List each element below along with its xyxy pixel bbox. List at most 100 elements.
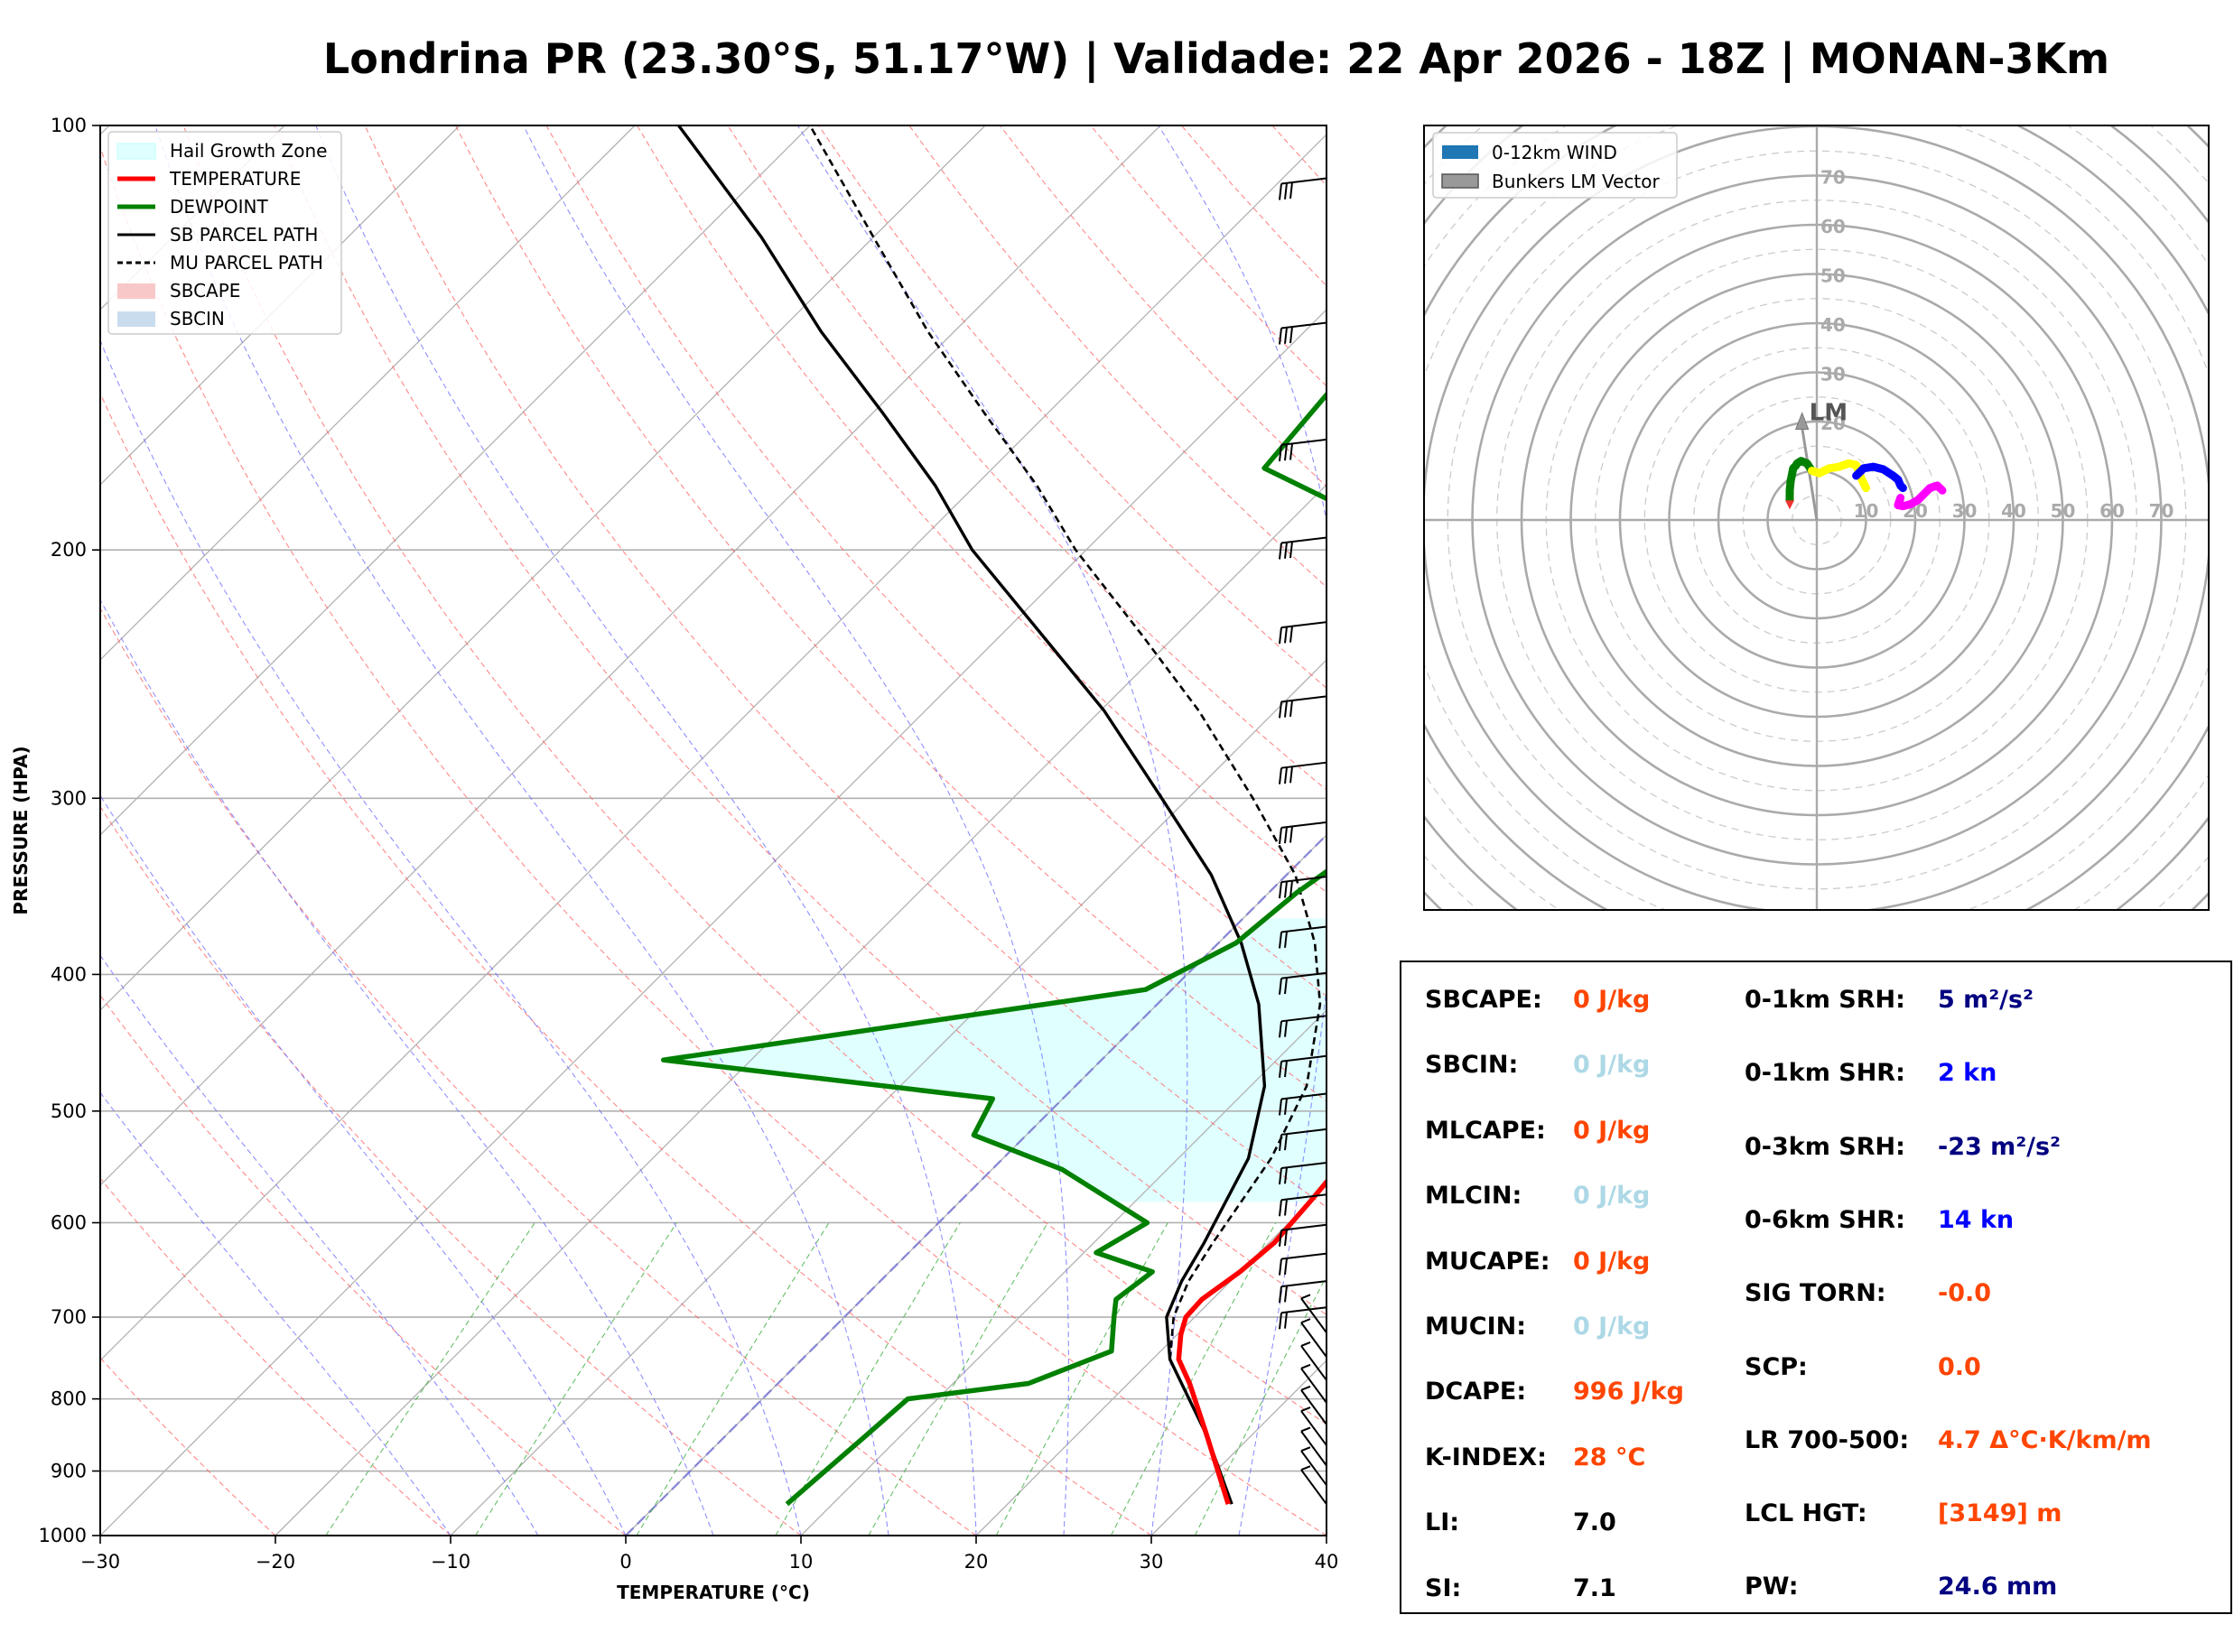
barb-staff (1280, 1054, 1327, 1063)
barb-flag (1289, 443, 1293, 460)
barb-flag (1284, 1098, 1288, 1115)
legend-label: DEWPOINT (170, 196, 268, 218)
barb-staff (1280, 1252, 1327, 1260)
isotherm (100, 125, 986, 1011)
index-value: 0 J/kg (1573, 1182, 1651, 1211)
barb-flag (1300, 1385, 1311, 1391)
index-label: 0-3km SRH: (1745, 1132, 1905, 1161)
hodo-minor-ring (1251, 0, 2234, 1086)
barb-flag (1284, 1199, 1288, 1216)
legend-label: 0-12km WIND (1492, 142, 1617, 163)
legend-label: Hail Growth Zone (170, 140, 327, 162)
barb-flag (1279, 882, 1282, 899)
barb-staff (1280, 1193, 1327, 1202)
hodo-legend: 0-12km WIND Bunkers LM Vector (1432, 132, 1678, 199)
barb-flag (1279, 1286, 1282, 1304)
index-value: 0 J/kg (1573, 1247, 1651, 1276)
hodo-ring-label-y: 20 (1820, 413, 1846, 434)
index-label: PW: (1745, 1573, 1799, 1601)
barb-flag (1300, 1465, 1311, 1471)
index-value: 7.1 (1573, 1573, 1616, 1602)
index-label: SBCAPE: (1425, 986, 1542, 1014)
barb-staff (1300, 1410, 1327, 1446)
legend-frame (107, 131, 342, 335)
mixing-ratio-line (636, 1222, 830, 1536)
index-value: 0 J/kg (1573, 1313, 1651, 1341)
dry-adiabat (455, 125, 1326, 1102)
mixing-ratio-line (1110, 1222, 1277, 1536)
legend-swatch (1442, 145, 1478, 159)
barb-staff (1280, 1128, 1327, 1136)
barb-staff (1280, 876, 1327, 884)
legend-swatch (116, 143, 156, 160)
hodo-ring-label-x: 30 (1952, 500, 1978, 522)
barb-flag (1279, 1258, 1282, 1276)
barb-flag (1284, 827, 1288, 844)
barb-staff (1280, 1280, 1327, 1288)
y-tick-label: 200 (51, 539, 87, 561)
barb-flag (1279, 1021, 1282, 1038)
y-tick-label: 100 (51, 115, 87, 136)
index-value: 2 kn (1938, 1059, 1997, 1088)
wind-barb (1279, 177, 1327, 200)
index-label: 0-1km SHR: (1745, 1059, 1905, 1088)
y-tick-label: 400 (51, 963, 87, 985)
hodo-plot-area (1251, 0, 2234, 1086)
barb-flag (1300, 1294, 1311, 1300)
moist-adiabat (100, 954, 539, 1536)
wind-barb (1279, 621, 1327, 645)
barb-flag (1279, 767, 1282, 784)
skewt-frame (99, 125, 1327, 1536)
index-label: MLCAPE: (1425, 1116, 1546, 1145)
dewpoint-line (661, 391, 1326, 1507)
y-tick-label: 900 (51, 1461, 87, 1482)
dry-adiabat (274, 125, 1326, 1316)
y-tick-label: 800 (51, 1388, 87, 1410)
barb-flag (1300, 1406, 1311, 1412)
lm-vector-head (1794, 412, 1810, 431)
hodo-start-marker (1785, 500, 1795, 510)
isotherm (100, 309, 1326, 1536)
wind-barb (1279, 1306, 1327, 1330)
barb-flag (1284, 1060, 1288, 1078)
y-tick-label: 1000 (39, 1525, 87, 1546)
wind-barb (1300, 1363, 1327, 1404)
moist-adiabat (523, 125, 1069, 1536)
barb-staff (1300, 1345, 1327, 1381)
x-tick-label: 0 (619, 1551, 631, 1573)
barb-flag (1300, 1318, 1311, 1324)
barb-flag (1279, 701, 1282, 719)
barb-staff (1280, 971, 1327, 979)
isotherm (975, 1184, 1326, 1536)
index-value: 14 kn (1938, 1205, 2015, 1234)
barb-flag (1279, 1167, 1282, 1185)
legend-label: SB PARCEL PATH (170, 224, 318, 246)
wind-barb (1300, 1341, 1327, 1381)
hodo-ring (1424, 125, 2209, 910)
legend-swatch (117, 311, 155, 327)
barb-staff (1300, 1450, 1327, 1486)
wind-barb (1279, 1280, 1327, 1304)
wind-barb (1279, 695, 1327, 719)
barb-flag (1284, 881, 1288, 898)
dry-adiabat (100, 392, 1152, 1536)
barb-flag (1284, 542, 1288, 559)
barb-flag (1300, 1363, 1311, 1369)
isotherm (100, 125, 811, 836)
barb-flag (1289, 541, 1293, 559)
barb-staff (1280, 821, 1327, 829)
barb-flag (1284, 1167, 1288, 1184)
barb-flag (1289, 326, 1293, 344)
wind-barb (1279, 876, 1327, 899)
index-label: LCL HGT: (1745, 1499, 1867, 1528)
barb-staff (1280, 1092, 1327, 1100)
mu-parcel-path (808, 125, 1322, 1360)
index-label: LI: (1425, 1508, 1460, 1537)
index-label: K-INDEX: (1425, 1443, 1547, 1471)
dry-adiabat (100, 994, 627, 1536)
hodo-ring-label-x: 50 (2051, 500, 2076, 522)
wind-barb (1279, 821, 1327, 844)
barb-flag (1279, 328, 1282, 345)
index-label: 0-1km SRH: (1745, 986, 1905, 1014)
